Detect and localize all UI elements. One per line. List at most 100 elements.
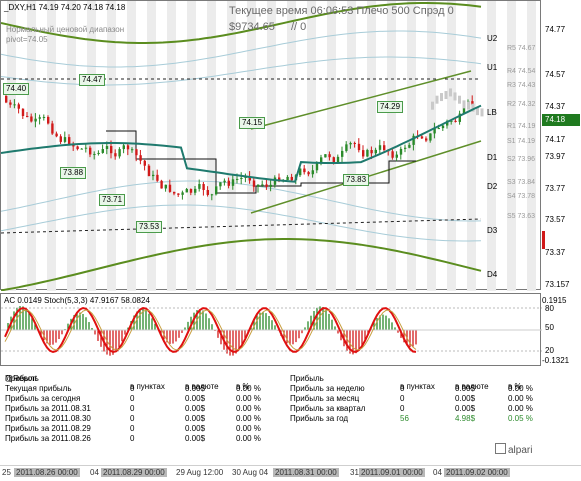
- candle-body: [299, 168, 302, 176]
- report-left-label: Прибыль за 2011.08.31: [5, 404, 91, 413]
- gauge-s2: S2 73.96: [507, 156, 536, 163]
- candle-body: [38, 117, 41, 119]
- osc-axis-label: 50: [545, 323, 554, 332]
- report-right-percent: 0.00 %: [508, 394, 533, 403]
- candle-body: [51, 123, 54, 134]
- candle-body: [139, 155, 142, 161]
- gauge-r1: R1 74.19: [507, 123, 536, 130]
- session-stripe: [87, 1, 96, 291]
- price-tag: 73.83: [343, 174, 370, 186]
- candle-body: [42, 116, 46, 118]
- candle-body: [349, 142, 352, 145]
- report-col-header: в валюте: [455, 382, 489, 391]
- price-axis[interactable]: 74.77 74.57 74.37 74.17 73.97 73.77 73.5…: [541, 0, 581, 290]
- projection-candle: [435, 95, 439, 104]
- projection-candle: [476, 107, 479, 116]
- report-col-header: в валюте: [185, 382, 219, 391]
- session-stripe: [67, 1, 76, 291]
- band-line: [1, 30, 482, 68]
- report-right-points: 0: [400, 384, 405, 393]
- current-price-marker: 74.18: [542, 114, 580, 126]
- report-left-label: Прибыль: [5, 374, 39, 383]
- session-stripe: [447, 1, 456, 291]
- candle-body: [160, 180, 163, 189]
- candle-body: [97, 152, 100, 154]
- candle-body: [454, 120, 457, 122]
- session-stripe: [487, 1, 496, 291]
- price-axis-label: 74.57: [545, 70, 566, 79]
- candle-body: [147, 165, 151, 177]
- candle-body: [152, 174, 155, 177]
- candle-body: [223, 180, 226, 183]
- report-left-label: Прибыль за 2011.08.29: [5, 424, 91, 433]
- candle-body: [164, 184, 167, 189]
- projection-candle: [467, 101, 470, 110]
- report-right-label: Прибыль за месяц: [290, 394, 360, 403]
- candle-body: [324, 154, 327, 158]
- candle-body: [47, 116, 50, 124]
- time-label: 2011.08.26 00:00: [14, 468, 80, 477]
- logo-text: alpari: [508, 445, 533, 456]
- price-tag: 73.53: [136, 221, 163, 233]
- time-label: 2011.09.01 00:00: [359, 468, 425, 477]
- candle-body: [177, 193, 180, 195]
- report-left-currency: 0.00$: [185, 384, 206, 393]
- report-right-points: 0: [400, 404, 405, 413]
- candle-body: [189, 188, 193, 193]
- report-right-percent: 0.00 %: [508, 404, 533, 413]
- candle-body: [353, 142, 356, 144]
- report-right-label: Прибыль за год: [290, 414, 349, 423]
- candle-body: [433, 128, 436, 134]
- candle-body: [240, 177, 243, 179]
- server-time: Текущее время 06:06:53 Плечо 500 Спрэд 0: [229, 5, 454, 17]
- candle-body: [286, 176, 289, 181]
- session-stripe: [467, 1, 476, 291]
- candle-body: [101, 149, 104, 153]
- level-u1: U1: [487, 63, 498, 72]
- candle-body: [328, 154, 331, 158]
- candle-body: [143, 160, 146, 166]
- time-label: 29 Aug 12:00: [176, 468, 224, 477]
- candle-body: [446, 121, 449, 126]
- oscillator-panel[interactable]: AC 0.0149 Stoch(5,3,3) 47.9167 58.0824: [0, 293, 542, 366]
- candle-body: [76, 146, 79, 150]
- candle-body: [17, 104, 20, 109]
- session-stripe: [387, 1, 396, 291]
- candle-body: [13, 104, 16, 106]
- report-left-percent: 0.00 %: [236, 414, 261, 423]
- candle-body: [227, 180, 230, 186]
- price-axis-label: 73.157: [545, 280, 570, 289]
- candle-body: [131, 149, 134, 151]
- report-left-percent: 0.00 %: [236, 404, 261, 413]
- price-range-marker: [542, 231, 545, 249]
- report-axis: [541, 366, 581, 466]
- report-left-percent: 0.00 %: [236, 424, 261, 433]
- candle-body: [9, 102, 12, 105]
- session-stripe: [147, 1, 156, 291]
- candle-body: [80, 148, 83, 150]
- candle-body: [311, 170, 314, 175]
- report-col-header: в пунктах: [400, 382, 435, 391]
- report-left-currency: 0.00$: [185, 414, 206, 423]
- balance: $9734.65: [229, 21, 275, 33]
- projection-candle: [431, 101, 434, 110]
- report-left-points: 0: [130, 414, 135, 423]
- report-right-percent: 0.00 %: [508, 384, 533, 393]
- main-chart-panel[interactable]: _DXY,H1 74.19 74.20 74.18 74.18 Нормальн…: [0, 0, 541, 291]
- price-axis-label: 73.97: [545, 152, 566, 161]
- candle-body: [450, 120, 453, 122]
- price-axis-label: 74.37: [545, 102, 566, 111]
- session-stripe: [307, 1, 316, 291]
- candle-body: [5, 96, 8, 103]
- report-col-header: в пунктах: [130, 382, 165, 391]
- candle-body: [315, 162, 319, 171]
- price-axis-label: 73.77: [545, 184, 566, 193]
- candle-body: [173, 191, 176, 194]
- support-dashed-line: [1, 218, 482, 234]
- oscillator-header: AC 0.0149 Stoch(5,3,3) 47.9167 58.0824: [4, 296, 150, 305]
- session-stripe: [267, 1, 276, 291]
- projection-candle: [462, 100, 466, 109]
- time-axis[interactable]: 25 2011.08.26 00:00 04 2011.08.29 00:00 …: [0, 465, 581, 481]
- candle-body: [118, 149, 121, 157]
- time-label: 25: [2, 468, 11, 477]
